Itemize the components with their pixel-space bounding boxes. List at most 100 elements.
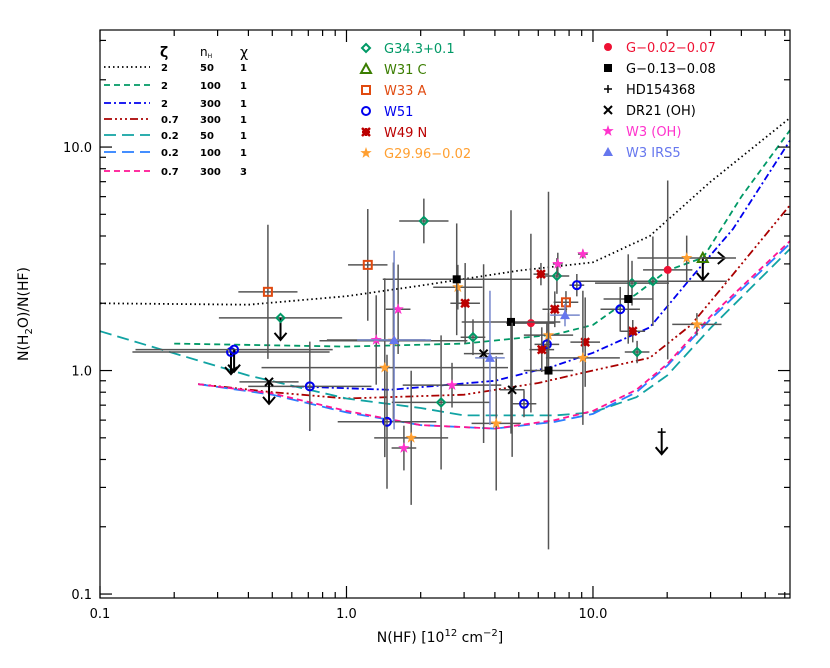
legend-marker (604, 64, 612, 72)
legend-entry-source: W3 (OH) (602, 125, 681, 140)
legend-marker (361, 106, 371, 116)
legend-value: 1 (240, 115, 247, 126)
legend-marker (602, 125, 614, 136)
legend-header-zeta: ζ (160, 45, 168, 61)
data-point (490, 417, 502, 429)
legend-value: 2 (161, 99, 168, 110)
legend-value: 2 (161, 63, 168, 74)
legend-entry-source: W49 N (361, 126, 427, 141)
data-point (627, 326, 638, 337)
legend-marker (360, 147, 372, 158)
legend-entry-source: G−0.13−0.08 (604, 62, 716, 77)
data-points (132, 180, 736, 550)
data-point (446, 379, 458, 390)
legend-entry-source: G29.96−0.02 (360, 147, 471, 162)
data-point (615, 304, 626, 315)
data-point (663, 265, 672, 274)
data-point (552, 257, 564, 269)
data-point (467, 331, 479, 343)
series-2 (238, 209, 579, 359)
legend-value: 1 (240, 148, 247, 159)
legend-value: 0.2 (161, 148, 179, 159)
data-point (536, 269, 546, 280)
legend-value: 1 (240, 131, 247, 142)
series-0 (218, 198, 727, 470)
series-11 (357, 250, 580, 430)
data-point (392, 303, 404, 315)
data-point (551, 270, 563, 282)
data-point (518, 398, 529, 409)
data-point (681, 252, 693, 263)
legend-value: 300 (200, 99, 221, 110)
data-point (631, 346, 643, 358)
legend-value: 2 (161, 81, 168, 92)
data-point (657, 428, 666, 437)
data-point (647, 275, 659, 287)
legend-entry-source: DR21 (OH) (603, 104, 696, 119)
legend-value: 1 (240, 63, 247, 74)
y-tick-label: 1.0 (71, 365, 92, 380)
legend-value: 300 (200, 115, 221, 126)
legend-value: 1 (240, 99, 247, 110)
series-8 (654, 428, 669, 456)
data-point (362, 259, 373, 270)
data-point (264, 377, 274, 387)
y-axis-label: N(H2O)/N(HF) (16, 267, 35, 361)
legend-value: 300 (200, 167, 221, 178)
legend-header-chi: χ (240, 45, 248, 61)
data-point (460, 298, 471, 309)
legend-value: 100 (200, 148, 221, 159)
data-point (624, 294, 633, 303)
data-point (691, 318, 703, 330)
data-point (435, 397, 447, 408)
data-point (507, 317, 516, 326)
legend-marker (359, 61, 373, 74)
data-point (577, 248, 589, 259)
data-point (526, 319, 535, 328)
x-tick-label: 10.0 (578, 607, 607, 622)
legend-entry-source: W31 C (359, 61, 427, 78)
data-point (405, 431, 417, 443)
legend-value: 50 (200, 131, 214, 142)
data-point (275, 312, 286, 324)
data-point (418, 215, 430, 227)
x-tick-label: 1.0 (336, 607, 357, 622)
model-curve-0 (99, 117, 791, 306)
series-4 (450, 262, 646, 387)
data-point (262, 286, 273, 297)
data-point (559, 310, 570, 320)
model-curve-3 (198, 204, 791, 400)
legend-label: HD154368 (626, 83, 695, 98)
legend-label: W3 IRS5 (626, 146, 681, 161)
legend-marker (603, 147, 613, 156)
legend-entry-source: W33 A (361, 84, 427, 99)
data-point (398, 442, 410, 453)
y-tick-label: 10.0 (63, 141, 92, 156)
data-point (478, 348, 489, 359)
y-tick-label: 0.1 (71, 588, 92, 603)
data-point (544, 366, 553, 375)
data-point (452, 281, 464, 293)
legend-label: DR21 (OH) (626, 104, 696, 119)
legend-value: 0.7 (161, 115, 179, 126)
plot-frame (99, 29, 791, 599)
model-curve-4 (99, 248, 791, 417)
legend-label: G−0.13−0.08 (626, 62, 716, 77)
data-point (379, 361, 391, 373)
legend-entry-source: G34.3+0.1 (360, 42, 455, 57)
data-point (484, 352, 495, 362)
legend-label: G−0.02−0.07 (626, 41, 716, 56)
data-point (549, 304, 560, 315)
data-point (304, 381, 315, 392)
legend-marker (360, 42, 372, 54)
legend-marker (604, 85, 612, 93)
data-point (452, 275, 461, 284)
legend-value: 100 (200, 81, 221, 92)
legend-header-nh: nH (200, 45, 212, 60)
legend-label: G34.3+0.1 (384, 42, 455, 57)
model-curve-5 (197, 242, 791, 430)
series-9 (239, 264, 525, 457)
legend-value: 50 (200, 63, 214, 74)
legend-marker (361, 127, 371, 137)
